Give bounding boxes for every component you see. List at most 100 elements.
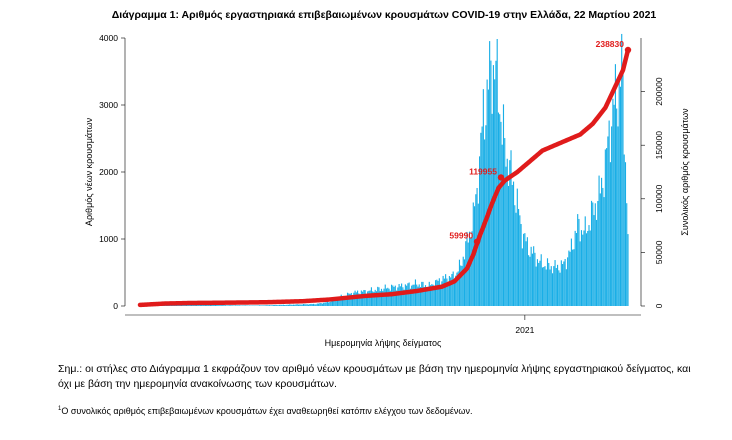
- bar: [297, 304, 300, 306]
- bar: [217, 305, 219, 306]
- bar: [458, 259, 461, 306]
- bar: [228, 305, 230, 306]
- bar: [471, 231, 473, 306]
- bar: [204, 304, 206, 306]
- bar: [402, 287, 404, 306]
- bar: [554, 260, 556, 306]
- bar: [536, 259, 539, 306]
- bar: [621, 33, 623, 306]
- bar: [453, 280, 455, 306]
- chart-note: Σημ.: οι στήλες στο Διάγραμμα 1 εκφράζου…: [58, 363, 691, 390]
- bar: [447, 283, 449, 306]
- annotation-label: 238830: [596, 39, 625, 49]
- bar: [353, 292, 355, 306]
- bar: [208, 304, 210, 306]
- bar: [606, 148, 608, 306]
- bar: [279, 304, 281, 306]
- bar: [541, 267, 544, 306]
- bar: [374, 289, 376, 306]
- bar: [431, 284, 433, 306]
- bar: [329, 301, 331, 306]
- y-right-tick-label: 50000: [654, 240, 664, 264]
- bar: [442, 275, 444, 306]
- bar: [335, 299, 337, 306]
- bar: [573, 249, 575, 306]
- bar: [224, 305, 227, 306]
- bar: [500, 121, 502, 307]
- bar: [534, 252, 536, 306]
- bar: [529, 256, 531, 306]
- bar: [387, 287, 389, 306]
- bar: [202, 304, 204, 306]
- bar: [236, 305, 238, 306]
- bar: [560, 260, 562, 306]
- bar: [501, 144, 503, 306]
- bar: [379, 291, 381, 306]
- bar: [589, 230, 591, 306]
- bar: [462, 256, 464, 306]
- axis-layer: 0 1000 2000 3000 4000 0 50000 100000 150000 20000…: [99, 33, 664, 335]
- bar: [463, 259, 466, 306]
- bar: [533, 246, 535, 306]
- bar: [460, 265, 462, 306]
- bar: [404, 284, 406, 306]
- bar: [294, 304, 296, 306]
- bar: [468, 231, 471, 306]
- bar: [504, 138, 506, 306]
- bar: [521, 248, 523, 306]
- bar: [307, 304, 310, 306]
- bar: [284, 304, 286, 306]
- bar: [579, 241, 581, 306]
- bar: [319, 303, 321, 306]
- y-left-tick-label: 2000: [99, 167, 118, 177]
- bar: [588, 225, 590, 306]
- bar: [467, 242, 469, 306]
- bar: [445, 274, 447, 306]
- bar: [520, 224, 522, 306]
- bar: [505, 166, 507, 306]
- bar: [203, 304, 205, 306]
- y-left-tick-label: 3000: [99, 100, 118, 110]
- bar: [427, 286, 429, 306]
- bar: [214, 304, 217, 306]
- bar: [311, 304, 313, 306]
- bar: [544, 266, 546, 306]
- bar: [446, 278, 448, 306]
- bar: [538, 262, 540, 306]
- bar: [229, 305, 232, 306]
- bar: [266, 305, 268, 306]
- y-left-tick-label: 1000: [99, 234, 118, 244]
- bar: [592, 202, 594, 306]
- bar: [602, 187, 604, 306]
- bar: [321, 303, 323, 306]
- bar: [385, 288, 388, 306]
- bar: [607, 136, 609, 306]
- bar: [388, 288, 390, 306]
- bar: [260, 305, 262, 306]
- bar: [526, 237, 528, 306]
- annotation-marker: [473, 238, 481, 245]
- chart-title: Διάγραμμα 1: Αριθμός εργαστηριακά επιβεβ…: [112, 9, 657, 21]
- bar: [616, 108, 618, 306]
- bar: [545, 269, 547, 306]
- bar: [232, 305, 234, 306]
- y-left-tick-label: 0: [113, 301, 118, 311]
- bar: [553, 266, 555, 306]
- annotation-layer: 238830 119955 59990: [449, 39, 632, 245]
- bar: [209, 304, 211, 306]
- bar: [305, 304, 307, 306]
- bar: [455, 275, 457, 306]
- bar: [568, 250, 570, 306]
- bar: [470, 238, 472, 306]
- bar: [358, 293, 360, 306]
- bar: [614, 64, 616, 307]
- bar: [412, 284, 414, 306]
- bar: [443, 278, 445, 306]
- bar: [569, 251, 571, 306]
- bar: [231, 305, 233, 306]
- bar: [282, 304, 284, 306]
- bar: [276, 305, 278, 306]
- bar: [622, 68, 624, 306]
- bar: [574, 230, 576, 306]
- bar: [355, 292, 357, 306]
